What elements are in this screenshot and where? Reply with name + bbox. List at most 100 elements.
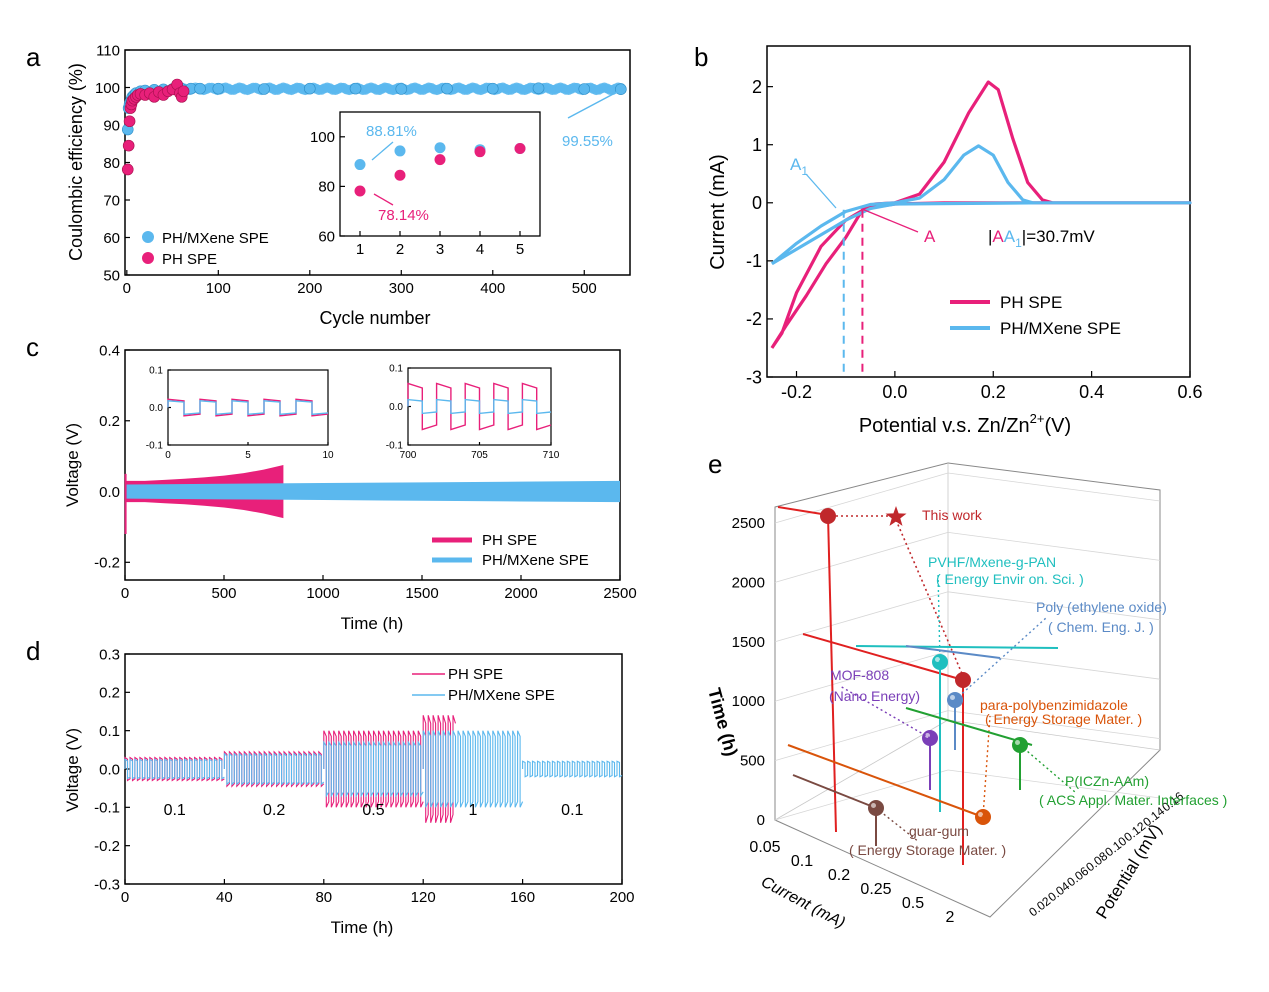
panel-label-d: d [26,636,40,666]
voltage-traces-d [124,715,623,823]
ref-label: guar-gum [909,823,969,839]
ref-source: ( Energy Storage Mater. ) [985,711,1142,727]
ref-leader [839,685,931,739]
y-tick-label: 60 [103,230,120,247]
inset-point-ph [474,146,486,158]
panel-a: a 0 100 200 300 400 500 50 60 70 80 90 100 110 Cycle… [26,42,631,328]
x-tick-label: 4 [476,241,484,258]
xlabel-d: Time (h) [331,918,394,937]
x-tick-label: 0.05 [749,839,780,856]
ref-line [787,744,984,818]
ylabel-a: Coulombic efficiency (%) [66,63,86,261]
data-point-mxene [615,83,627,95]
legend-mxene-c: PH/MXene SPE [482,552,589,569]
ylabel-c: Voltage (V) [63,423,82,507]
legend-mxene-a: PH/MXene SPE [162,230,269,247]
data-point-ph [177,85,190,98]
data-point-mxene [349,82,362,95]
z-tick-label: 500 [740,753,765,770]
ylabel-d: Voltage (V) [63,728,82,812]
x-tick-label: 500 [211,585,236,602]
x-tick-label: 10 [322,450,334,461]
z-tick-label: 2000 [732,574,765,591]
x-tick-label: 160 [510,889,535,906]
voltage-bands-c [124,465,620,534]
label-this-work: This work [922,507,983,523]
y-tick-label: -0.3 [94,876,120,893]
data-point-mxene [258,83,270,95]
x-tick-label: 2500 [603,585,636,602]
plot-frame-c [124,349,621,581]
y-tick-label: 1 [752,135,762,155]
literature-points-e: This work PVHF/Mxene-g-PAN( Energy Envir … [777,506,1227,865]
y-tick-label: -2 [746,309,762,329]
x-tick-label: 0.0 [882,382,907,402]
inset-c2: 700 705 710 -0.1 0.0 0.1 [386,364,560,462]
y-tick-label: -0.2 [94,838,120,855]
x-tick-label: 0.5 [902,895,924,912]
data-point-ph [122,139,135,152]
x-tick-label: 40 [216,889,233,906]
y-tick-label: 60 [318,228,335,245]
ylabel-b: Current (mA) [707,154,729,270]
data-point-mxene [486,82,499,95]
x-tick-label: 300 [389,280,414,297]
y-tick-label: 0.1 [99,723,120,740]
ref-label: para-polybenzimidazole [980,697,1128,713]
x-tick-label: 0.4 [1079,382,1104,402]
data-points-a [121,78,627,176]
y-tick-label: 80 [103,155,120,172]
y-tick-label: 100 [310,129,335,146]
grid-line-z [947,472,1161,502]
plot-frame-b [766,45,1191,378]
cv-curve-mxene [770,144,1192,266]
x-tick-label: 100 [206,280,231,297]
x-tick-label: 120 [411,889,436,906]
x-tick-label: 5 [516,241,524,258]
inset-point-ph [434,154,446,166]
y-tick-label: 80 [318,179,335,196]
ref-label: MOF-808 [830,667,889,683]
y-tick-label: 0.1 [149,366,163,377]
data-point-ph [123,115,136,128]
grid-line-z [774,472,949,524]
y-tick-label: 2 [752,77,762,97]
x-tick-label: 2 [396,241,404,258]
x-tick-label: 500 [572,280,597,297]
x-tick-label: 710 [543,450,560,461]
annotation-9955: 99.55% [562,133,613,150]
ref-label: Poly (ethylene oxide) [1036,599,1167,615]
ref-source: ( Energy Storage Mater. ) [849,842,1006,858]
z-tick-label: 2500 [732,515,765,532]
ref-leader [1019,744,1076,793]
ref-source: ( Chem. Eng. J. ) [1048,619,1154,635]
inset-point-ph [354,185,366,197]
dotted-this-work-2 [895,519,964,677]
ref-leader [982,715,991,818]
legend-mxene-b: PH/MXene SPE [1000,319,1121,338]
inset-annotation-8881: 88.81% [366,123,417,140]
x-tick-label: 0 [121,889,129,906]
inset-annotation-7814: 78.14% [378,207,429,224]
x-tick-label: 0.1 [791,853,813,870]
axis-ticks-b: -0.2 0.0 0.2 0.4 0.6 -3 -2 -1 0 1 2 [746,77,1203,402]
marker-a1-leader [805,173,837,209]
x-tick-label: 705 [471,450,488,461]
xlabel-a: Cycle number [319,308,430,328]
grid-line-z [774,650,949,702]
rate-label: 0.1 [561,802,583,819]
panel-b: b -0.2 0.0 0.2 0.4 0.6 -3 -2 -1 0 1 2 Potential v.… [694,42,1203,437]
panel-label-c: c [26,332,39,362]
panel-e: e 0 500 1000 1500 2000 2500 0.05 0.1 0.2 0.25 0.5 2… [704,449,1227,932]
x-tick-label: 400 [480,280,505,297]
y-tick-label: -0.1 [146,441,164,452]
y-tick-label: 0.4 [99,342,120,359]
ball-this-work [820,508,836,524]
ball-ref-red [955,672,971,688]
line-this-work-drop [827,514,837,833]
x-tick-label: 2 [946,909,955,926]
inset-c1: 0 5 10 -0.1 0.0 0.1 [146,366,334,462]
x-tick-label: 1 [356,241,364,258]
axis-ticks-a: 0 100 200 300 400 500 50 60 70 80 90 100 110 [95,42,597,297]
